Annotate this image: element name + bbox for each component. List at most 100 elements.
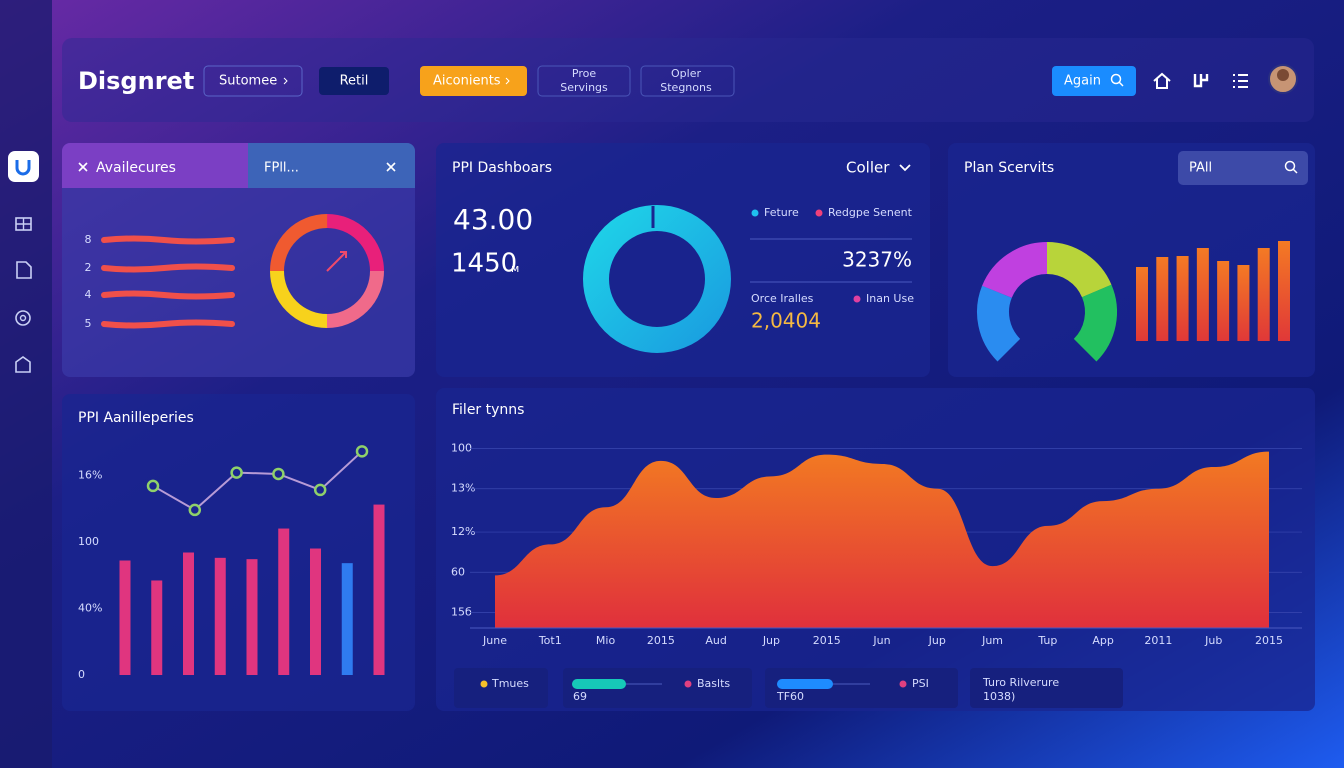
tab-label: Aiconients	[433, 74, 501, 89]
tab[interactable]: Retil	[319, 67, 389, 95]
legend-dot	[751, 209, 759, 217]
y-tick-label: 100	[451, 441, 472, 454]
row-lines	[101, 235, 235, 329]
close-icon[interactable]	[78, 162, 88, 172]
arc-segment	[977, 242, 1117, 382]
settings-icon[interactable]	[15, 310, 31, 326]
x-tick-label: Tot1	[538, 634, 562, 647]
tab-inactive	[248, 143, 415, 188]
x-tick-label: 2011	[1144, 634, 1172, 647]
tab-frame	[640, 65, 735, 97]
search-button-frame	[1052, 66, 1136, 96]
menu-button[interactable]	[1233, 74, 1248, 88]
bar	[246, 559, 258, 675]
legend-label: Redgpe Senent	[828, 206, 913, 219]
x-tick-label: Jup	[928, 634, 946, 647]
row-line	[101, 290, 235, 300]
tab-frame	[319, 67, 389, 95]
tab-label: Stegnons	[660, 81, 712, 94]
legend-box	[970, 668, 1123, 708]
panel-title: Plan Scervits	[964, 160, 1054, 176]
x-tick-label: Mio	[596, 634, 616, 647]
row-label: 2	[85, 261, 92, 274]
dashboard-panel	[436, 143, 930, 377]
search-button[interactable]: Again	[1052, 66, 1136, 96]
avatar-head	[1277, 69, 1289, 81]
tab-active	[62, 143, 248, 188]
tab-label[interactable]: FPll...	[264, 161, 299, 176]
legend-dot	[684, 680, 692, 688]
row-label: 8	[85, 233, 92, 246]
y-tick-label: 60	[451, 565, 465, 578]
legend-label: Tmues	[491, 677, 529, 690]
grid-icon-lines	[16, 218, 31, 230]
bar	[310, 548, 321, 675]
app-icon-glyph	[15, 160, 31, 176]
line-point	[313, 483, 327, 497]
panel-title: Filer tynns	[452, 402, 524, 418]
y-tick-label: 13%	[451, 482, 475, 495]
tab[interactable]: Opler Stegnons	[640, 65, 735, 97]
search-box[interactable]: PAll	[1178, 151, 1308, 185]
bar	[1176, 256, 1189, 341]
bar	[214, 557, 226, 675]
gauge-needle	[326, 251, 347, 272]
tab[interactable]: Sutomee	[203, 65, 303, 97]
x-tick-label: Jum	[981, 634, 1003, 647]
bar	[119, 560, 131, 675]
dropdown-label: Coller	[846, 159, 890, 177]
panel-title: PPI Aanilleperies	[78, 410, 194, 426]
bar	[1217, 261, 1230, 341]
doc-icon[interactable]	[16, 261, 32, 279]
tab-label[interactable]: Availecures	[96, 160, 176, 176]
app-icon[interactable]	[8, 151, 39, 182]
legend-dot	[480, 680, 488, 688]
gauge	[270, 214, 384, 328]
search-glyph-handle	[1292, 168, 1298, 174]
area	[495, 451, 1269, 628]
bar	[1136, 267, 1148, 341]
home-icon[interactable]	[15, 356, 31, 373]
bar	[373, 504, 385, 675]
y-tick-label: 100	[78, 535, 99, 548]
tab-label: Proe	[572, 67, 596, 80]
tab-label: Opler	[671, 67, 701, 80]
y-tick-label: 0	[78, 668, 85, 681]
tab-label: Sutomee	[219, 74, 277, 89]
home-button[interactable]	[1153, 72, 1171, 89]
line-point	[146, 479, 160, 493]
stat-total: 2,0404	[751, 309, 821, 333]
chevron	[283, 77, 288, 85]
arc-segment	[977, 242, 1117, 382]
sidebar-icons	[8, 151, 39, 373]
semi-donut	[977, 242, 1117, 382]
search-box-frame	[1178, 151, 1308, 185]
tab-label: Servings	[560, 81, 608, 94]
progress-bar	[777, 679, 833, 689]
tab-frame	[537, 65, 631, 97]
close-icon[interactable]	[386, 162, 396, 172]
progress-bar	[572, 679, 626, 689]
row-label: 4	[85, 288, 92, 301]
x-tick-label: Jub	[1204, 634, 1222, 647]
tab[interactable]: Aiconients	[420, 66, 527, 96]
legend-dot	[815, 209, 823, 217]
tab-label: Retil	[340, 74, 369, 89]
x-tick-label: Jup	[762, 634, 780, 647]
x-tick-label: Tup	[1037, 634, 1057, 647]
bar	[183, 552, 194, 675]
x-tick-label: 2015	[647, 634, 675, 647]
bar	[1196, 248, 1209, 341]
legend-label: Turo Rilverure	[982, 676, 1059, 689]
legend-box	[765, 668, 958, 708]
arc-segment	[977, 242, 1117, 382]
tab[interactable]: Proe Servings	[537, 65, 631, 97]
footer-legend: Tmues 69 Baslts TF60 PSI Turo Rilverure …	[454, 668, 1123, 708]
stat-value: 1450	[451, 249, 517, 279]
row-label: 5	[85, 317, 92, 330]
arc-segment	[977, 242, 1117, 382]
apps-button[interactable]	[1193, 74, 1209, 88]
dropdown[interactable]: Coller	[846, 159, 911, 177]
legend-box	[454, 668, 548, 708]
